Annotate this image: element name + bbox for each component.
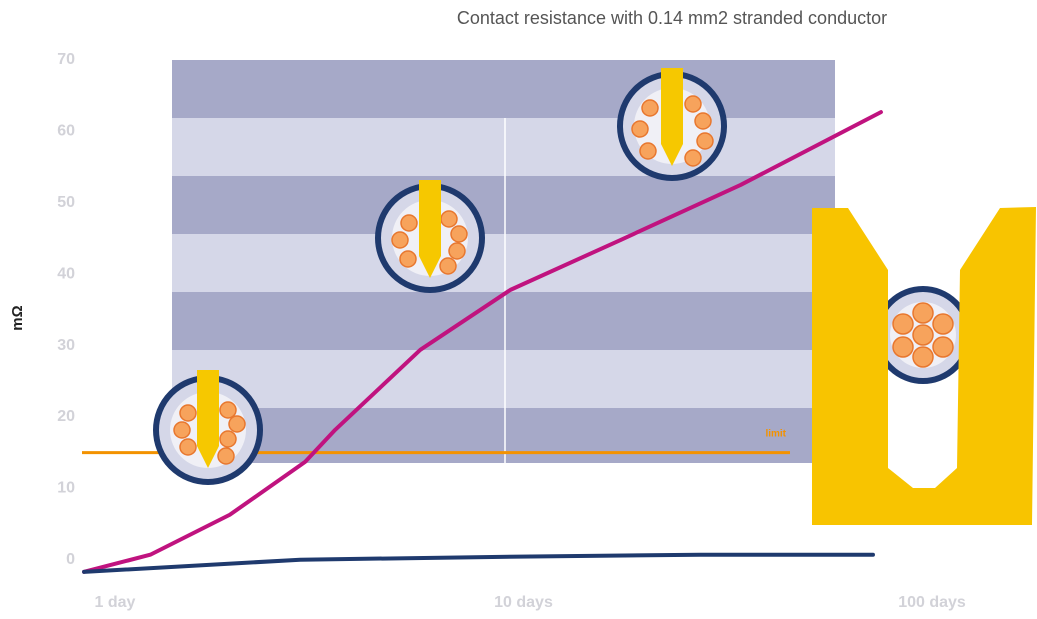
data-line xyxy=(82,110,883,574)
y-tick-label: 70 xyxy=(57,51,75,68)
cross-section xyxy=(617,68,727,181)
y-tick-label: 20 xyxy=(57,408,75,425)
y-tick-label: 10 xyxy=(57,480,75,497)
x-tick-label: 1 day xyxy=(95,594,136,611)
limit-label: limit xyxy=(765,428,786,439)
illustrations xyxy=(153,68,1036,525)
y-tick-label: 0 xyxy=(66,551,75,568)
cross-section xyxy=(375,180,485,293)
y-tick-label: 30 xyxy=(57,337,75,354)
cross-section xyxy=(153,370,263,485)
crimp-illustration xyxy=(812,207,1036,525)
y-tick-label: 40 xyxy=(57,265,75,282)
x-tick-label: 100 days xyxy=(898,594,966,611)
y-axis-label: mΩ xyxy=(9,305,26,330)
data-line xyxy=(82,552,875,574)
x-tick-label: 10 days xyxy=(494,594,553,611)
chart-title: Contact resistance with 0.14 mm2 strande… xyxy=(457,8,887,28)
background-bands xyxy=(172,60,835,463)
y-tick-label: 50 xyxy=(57,194,75,211)
y-tick-label: 60 xyxy=(57,123,75,140)
